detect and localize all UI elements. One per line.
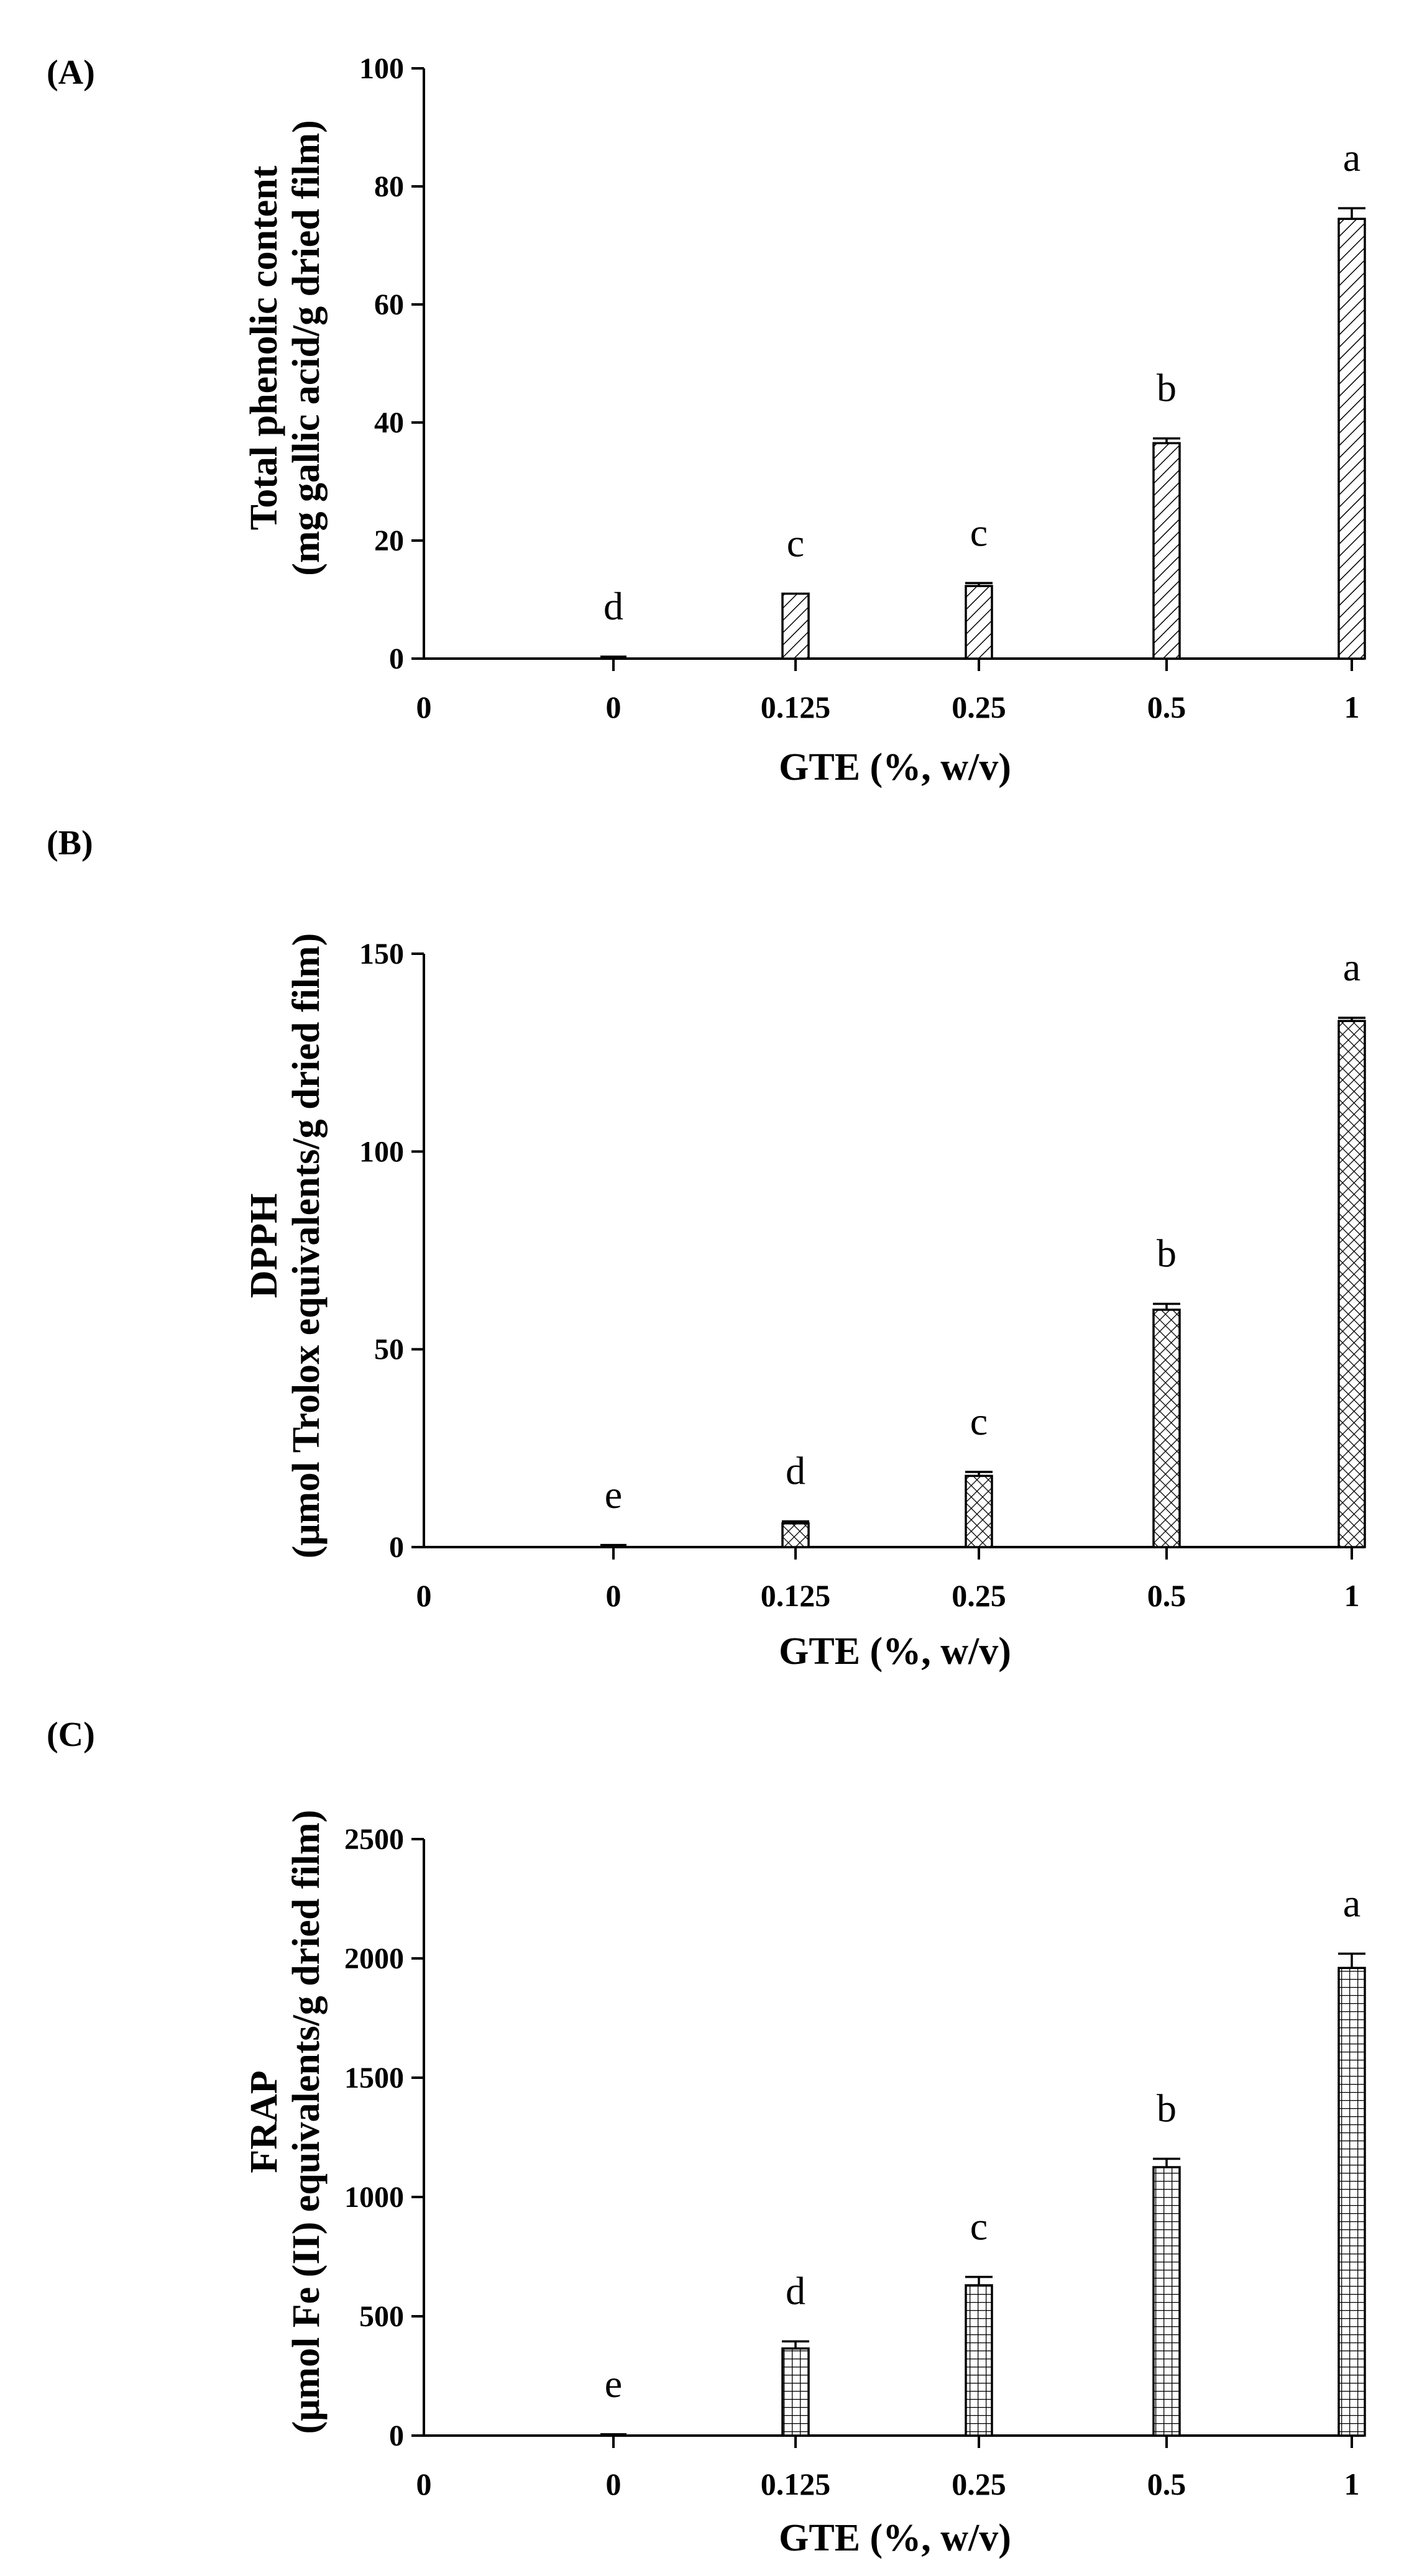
- y-tick-label-b: 0: [389, 1531, 404, 1564]
- x-tick-label-b: 0.5: [1147, 1578, 1186, 1613]
- bar-a: [1337, 217, 1366, 660]
- bar-b: [1337, 1020, 1366, 1548]
- bar-a: [965, 585, 993, 660]
- x-tick-label-c: 0.25: [952, 2467, 1006, 2501]
- significance-label-c: e: [605, 2362, 622, 2406]
- bar-b: [965, 1474, 993, 1548]
- y-title-b: DPPH (μmol Trolox equivalents/g dried fi…: [243, 933, 328, 1558]
- bar-b: [781, 1522, 810, 1548]
- y-tick-label-a: 80: [374, 170, 404, 203]
- panel-label-c: (C): [47, 1715, 95, 1754]
- y-tick-label-a: 0: [389, 642, 404, 675]
- chart-panel-c: (C) FRAP (μmol Fe (II) equivalents/g dri…: [47, 1715, 1366, 2559]
- y-title-c-line1: FRAP: [243, 2070, 285, 2173]
- x-tick-label-b: 1: [1344, 1578, 1360, 1613]
- x-tick-label-c: 0.125: [761, 2467, 831, 2501]
- x-origin-label-c: 0: [416, 2467, 432, 2501]
- bar-a: [781, 592, 810, 660]
- panel-label-b: (B): [47, 824, 93, 862]
- x-axis-title-b: GTE (%, w/v): [779, 1630, 1011, 1673]
- panel-label-a: (A): [47, 53, 95, 92]
- significance-label-b: e: [605, 1473, 622, 1517]
- significance-label-a: c: [970, 510, 988, 554]
- y-tick-label-a: 60: [374, 288, 404, 321]
- x-axis-title-a: GTE (%, w/v): [779, 746, 1011, 788]
- bar-c: [1337, 1966, 1366, 2437]
- x-tick-label-c: 0: [606, 2467, 622, 2501]
- x-tick-label-b: 0.125: [761, 1578, 831, 1613]
- x-tick-label-b: 0: [606, 1578, 622, 1613]
- bar-a: [1152, 442, 1181, 660]
- x-tick-label-a: 0.25: [952, 690, 1006, 724]
- y-tick-label-a: 40: [374, 406, 404, 439]
- significance-label-a: b: [1157, 366, 1177, 410]
- bar-c: [1152, 2166, 1181, 2437]
- significance-label-b: b: [1157, 1231, 1177, 1275]
- y-tick-label-a: 100: [359, 52, 404, 85]
- chart-panel-a: (A) Total phenolic content (mg gallic ac…: [47, 52, 1366, 788]
- significance-label-b: a: [1343, 945, 1360, 989]
- significance-label-c: a: [1343, 1881, 1360, 1925]
- y-tick-label-c: 0: [389, 2419, 404, 2452]
- significance-label-b: c: [970, 1399, 988, 1443]
- x-origin-label-a: 0: [416, 690, 432, 724]
- x-tick-label-a: 0.125: [761, 690, 831, 724]
- y-title-a-line1: Total phenolic content: [243, 165, 285, 530]
- y-tick-label-b: 150: [359, 938, 404, 971]
- significance-label-c: b: [1157, 2086, 1177, 2131]
- x-axis-title-c: GTE (%, w/v): [779, 2517, 1011, 2559]
- x-tick-label-b: 0.25: [952, 1578, 1006, 1613]
- y-title-b-line1: DPPH: [243, 1194, 285, 1299]
- significance-label-a: a: [1343, 135, 1360, 180]
- significance-label-b: d: [786, 1449, 805, 1493]
- y-title-c: FRAP (μmol Fe (II) equivalents/g dried f…: [243, 1810, 328, 2434]
- bar-b: [1152, 1309, 1181, 1548]
- chart-panel-b: (B) DPPH (μmol Trolox equivalents/g drie…: [47, 824, 1366, 1673]
- x-tick-label-a: 0.5: [1147, 690, 1186, 724]
- bar-c: [781, 2347, 810, 2437]
- y-title-c-line2: (μmol Fe (II) equivalents/g dried film): [285, 1810, 328, 2434]
- y-tick-label-a: 20: [374, 524, 404, 557]
- y-tick-label-c: 2500: [344, 1823, 404, 1856]
- y-tick-label-c: 1000: [344, 2181, 404, 2214]
- bar-c: [965, 2284, 993, 2437]
- significance-label-a: c: [787, 521, 804, 565]
- x-tick-label-a: 0: [606, 690, 622, 724]
- x-tick-label-a: 1: [1344, 690, 1360, 724]
- y-title-a: Total phenolic content (mg gallic acid/g…: [243, 120, 328, 576]
- significance-label-a: d: [603, 584, 623, 628]
- significance-label-c: d: [786, 2268, 805, 2313]
- x-tick-label-c: 0.5: [1147, 2467, 1186, 2501]
- y-tick-label-c: 500: [359, 2300, 404, 2333]
- y-tick-label-b: 100: [359, 1135, 404, 1168]
- y-tick-label-c: 1500: [344, 2062, 404, 2094]
- y-tick-label-b: 50: [374, 1333, 404, 1366]
- x-origin-label-b: 0: [416, 1578, 432, 1613]
- significance-label-c: c: [970, 2204, 988, 2249]
- y-title-b-line2: (μmol Trolox equivalents/g dried film): [285, 933, 328, 1558]
- x-tick-label-c: 1: [1344, 2467, 1360, 2501]
- y-tick-label-c: 2000: [344, 1942, 404, 1975]
- y-title-a-line2: (mg gallic acid/g dried film): [285, 120, 328, 576]
